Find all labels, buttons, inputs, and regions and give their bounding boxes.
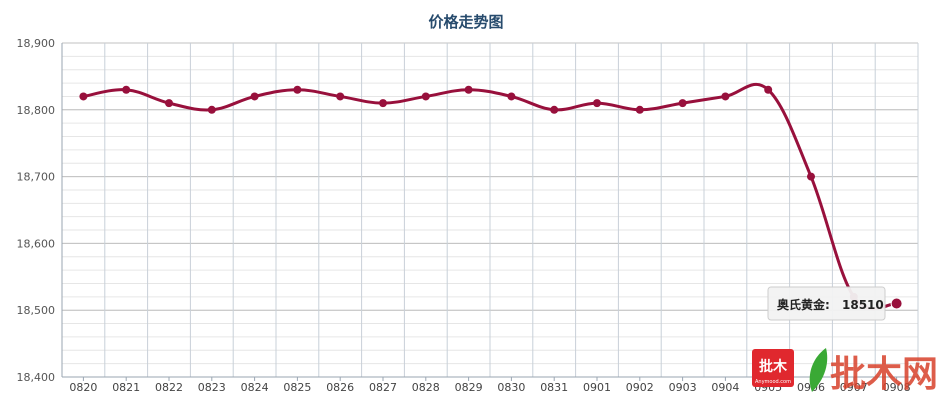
data-point [678,99,687,108]
data-point [550,105,559,114]
x-tick-label: 0827 [369,381,397,394]
tooltip-box [767,286,886,321]
y-tick-label: 18,400 [17,371,56,384]
watermark-badge-text: 批木 [759,358,788,375]
tooltip-label: 奥氏黄金: [777,297,830,312]
tooltip: 奥氏黄金: 18510 [767,286,886,321]
data-point [464,85,473,94]
data-point [122,85,131,94]
watermark-badge-subtext: Anymood.com [755,379,791,385]
x-tick-label: 0823 [198,381,226,394]
leaf-icon [809,348,828,392]
x-tick-label: 0907 [840,381,868,394]
x-tick-label: 0821 [112,381,140,394]
y-axis: 18,400 18,500 18,600 18,700 18,800 18,900 [17,37,56,384]
watermark-text: 批木网 [830,354,938,395]
x-tick-label: 0820 [69,381,97,394]
x-tick-label: 0904 [711,381,739,394]
chart-grid [61,42,919,378]
x-tick-label: 0830 [497,381,525,394]
y-tick-label: 18,900 [17,37,56,50]
x-tick-label: 0908 [883,381,911,394]
data-point [207,105,216,114]
watermark-badge [752,349,794,387]
x-tick-label: 0902 [626,381,654,394]
data-point [379,99,387,108]
data-point [890,297,903,310]
x-tick-label: 0829 [455,381,483,394]
data-point [165,99,173,108]
data-point [807,172,815,181]
x-tick-label: 0903 [669,381,697,394]
x-axis: 0820 0821 0822 0823 0824 0825 0826 0827 0828 0829… [69,377,911,394]
x-tick-label: 0822 [155,381,183,394]
x-tick-label: 0824 [241,381,269,394]
data-point [250,92,259,101]
y-tick-label: 18,800 [17,104,56,117]
x-tick-label: 0901 [583,381,611,394]
y-tick-label: 18,700 [17,171,56,184]
series-line [81,82,899,311]
chart-title: 价格走势图 [428,13,503,31]
data-point [336,92,345,101]
data-point [764,85,773,94]
series-points [79,85,903,310]
watermark-logo: 批木 Anymood.com 批木网 [752,348,938,395]
y-tick-label: 18,600 [17,237,56,250]
tooltip-value: 18510 [842,298,884,312]
data-point [293,85,302,94]
data-point [421,92,430,101]
data-point [635,105,644,114]
data-point [79,92,88,101]
data-point [721,92,730,101]
x-tick-label: 0825 [283,381,311,394]
x-tick-label: 0831 [540,381,568,394]
x-tick-label: 0826 [326,381,354,394]
y-tick-label: 18,500 [17,304,56,317]
data-point [507,92,516,101]
data-point [593,99,601,108]
x-tick-label: 0828 [412,381,440,394]
